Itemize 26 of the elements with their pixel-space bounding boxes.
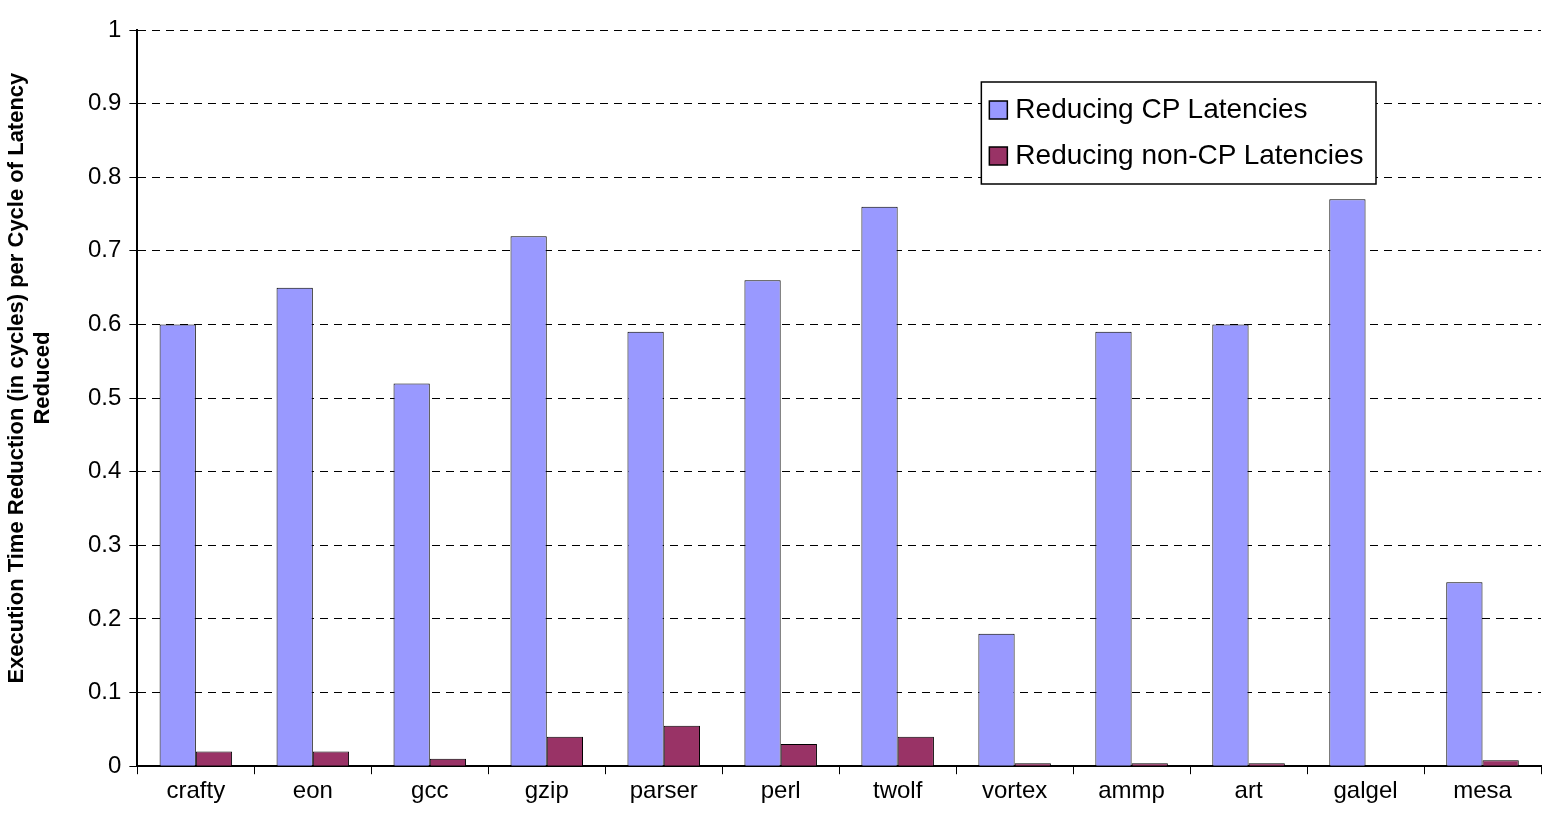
y-tick-label: 0.6	[87, 309, 122, 337]
x-tick-label: gcc	[411, 776, 449, 804]
y-tick-label: 0.4	[87, 456, 122, 484]
y-tick-label: 0.7	[87, 235, 122, 263]
y-axis-title: Execution Time Reduction (in cycles) per Cycle of Latency Reduced	[3, 71, 55, 684]
y-tick-label: 0.5	[87, 382, 122, 410]
x-tick-label: ammp	[1098, 776, 1165, 804]
y-tick-label: 0.2	[87, 603, 122, 631]
y-tick-label: 0.9	[87, 88, 122, 116]
x-tick-label: parser	[629, 776, 698, 804]
x-tick-label: galgel	[1333, 776, 1398, 804]
x-tick-label: perl	[760, 776, 801, 804]
x-tick-label: gzip	[524, 776, 569, 804]
legend-label: Reducing non-CP Latencies	[1015, 138, 1364, 170]
x-tick-label: eon	[292, 776, 333, 804]
y-tick-label: 0.1	[87, 677, 122, 705]
y-tick-label: 0.8	[87, 161, 122, 189]
legend-label: Reducing CP Latencies	[1015, 92, 1308, 124]
y-tick-label: 1	[108, 14, 122, 42]
x-tick-label: crafty	[166, 776, 226, 804]
x-tick-label: twolf	[872, 776, 923, 804]
y-tick-label: 0.3	[87, 529, 122, 557]
y-tick-label: 0	[108, 750, 122, 778]
x-tick-label: art	[1234, 776, 1263, 804]
x-tick-label: vortex	[981, 776, 1048, 804]
x-tick-label: mesa	[1453, 776, 1513, 804]
